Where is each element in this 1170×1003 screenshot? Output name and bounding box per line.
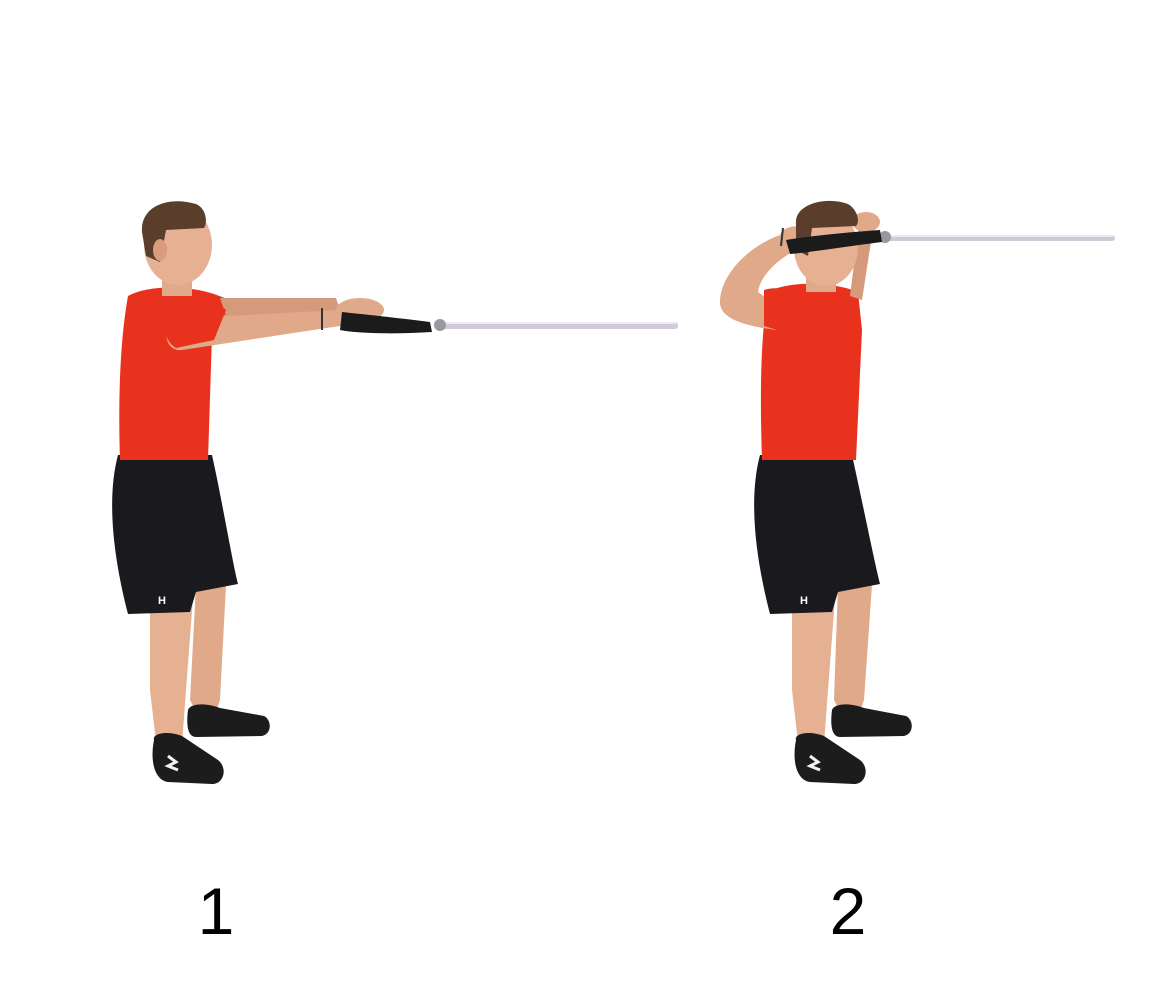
step-label-1: 1 [197,874,235,948]
figure-step-1: H [112,201,678,784]
shoe-icon [187,704,270,737]
svg-text:H: H [158,595,166,607]
cable-bar-step-2 [879,231,1115,243]
step-label-2: 2 [829,874,867,948]
rope-handle-step-1 [340,312,432,334]
rope-handle-step-2 [786,230,882,254]
svg-text:H: H [800,595,808,607]
cable-bar-step-1 [434,319,678,331]
figure-step-2: H [719,200,1115,784]
